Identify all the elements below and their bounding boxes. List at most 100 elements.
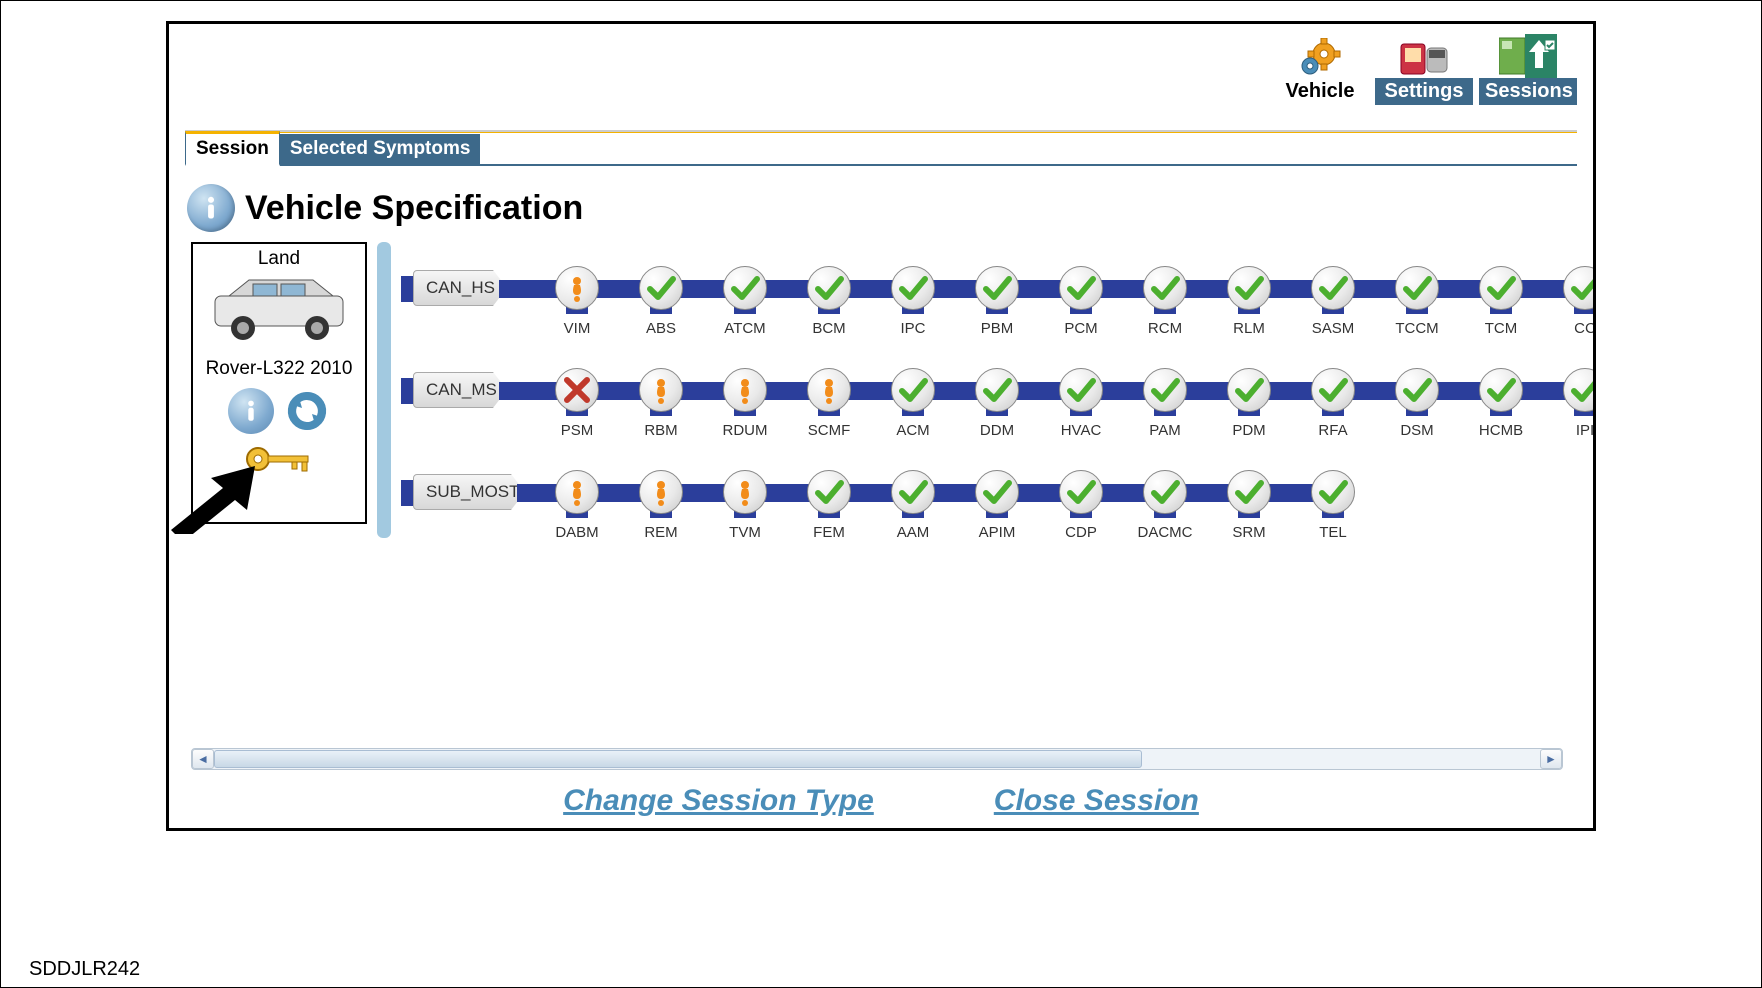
module-node[interactable]: PBM (955, 248, 1039, 337)
module-label: CDP (1039, 524, 1123, 541)
module-label: ATCM (703, 320, 787, 337)
module-node[interactable]: DACMC (1123, 452, 1207, 541)
module-label: AAM (871, 524, 955, 541)
module-node[interactable]: PDM (1207, 350, 1291, 439)
module-node[interactable]: TVM (703, 452, 787, 541)
gears-icon (1298, 34, 1342, 78)
module-node[interactable]: PSM (535, 350, 619, 439)
vehicle-info-button[interactable] (228, 388, 274, 434)
horizontal-scrollbar[interactable]: ◄ ► (191, 748, 1563, 770)
vehicle-refresh-button[interactable] (284, 388, 330, 434)
module-node[interactable]: DSM (1375, 350, 1459, 439)
bus-label[interactable]: CAN_MS (413, 372, 507, 408)
module-node[interactable]: APIM (955, 452, 1039, 541)
status-ok-icon (1227, 266, 1271, 310)
module-label: VIM (535, 320, 619, 337)
topnav-vehicle[interactable]: Vehicle (1271, 34, 1369, 105)
module-label: APIM (955, 524, 1039, 541)
topnav-vehicle-label: Vehicle (1271, 78, 1369, 105)
module-node[interactable]: REM (619, 452, 703, 541)
module-node[interactable]: IPC (871, 248, 955, 337)
module-label: HCMB (1459, 422, 1543, 439)
module-node[interactable]: TCM (1459, 248, 1543, 337)
module-node[interactable]: FEM (787, 452, 871, 541)
close-session-link[interactable]: Close Session (994, 784, 1199, 818)
change-session-type-link[interactable]: Change Session Type (563, 784, 874, 818)
status-warn-icon (555, 266, 599, 310)
module-label: PCM (1039, 320, 1123, 337)
module-node[interactable]: CDP (1039, 452, 1123, 541)
status-ok-icon (975, 368, 1019, 412)
subtabs: Session Selected Symptoms (185, 136, 1577, 166)
module-node[interactable]: ACM (871, 350, 955, 439)
module-label: FEM (787, 524, 871, 541)
status-ok-icon (1479, 266, 1523, 310)
module-node[interactable]: IPI (1543, 350, 1596, 439)
module-label: ABS (619, 320, 703, 337)
module-node[interactable]: RFA (1291, 350, 1375, 439)
bus-label[interactable]: CAN_HS (413, 270, 507, 306)
module-node[interactable]: RDUM (703, 350, 787, 439)
bus-diagram: CAN_HS VIM ABS ATCM BCM IPC PBM PCM RCM (401, 248, 1593, 554)
module-label: DSM (1375, 422, 1459, 439)
module-label: PDM (1207, 422, 1291, 439)
module-label: RBM (619, 422, 703, 439)
module-node[interactable]: SCMF (787, 350, 871, 439)
module-node[interactable]: TCCM (1375, 248, 1459, 337)
topnav-sessions[interactable]: Sessions (1479, 34, 1577, 105)
module-node[interactable]: AAM (871, 452, 955, 541)
scroll-right-button[interactable]: ► (1540, 749, 1562, 769)
module-node[interactable]: PCM (1039, 248, 1123, 337)
topnav-sessions-label: Sessions (1479, 78, 1577, 105)
status-ok-icon (1479, 368, 1523, 412)
topnav-settings[interactable]: Settings (1375, 34, 1473, 105)
module-node[interactable]: RCM (1123, 248, 1207, 337)
module-node[interactable]: DABM (535, 452, 619, 541)
module-node[interactable]: PAM (1123, 350, 1207, 439)
module-node[interactable]: ATCM (703, 248, 787, 337)
module-node[interactable]: DDM (955, 350, 1039, 439)
device-icon (1399, 34, 1449, 78)
module-node[interactable]: HCMB (1459, 350, 1543, 439)
module-node[interactable]: ABS (619, 248, 703, 337)
scroll-left-button[interactable]: ◄ (192, 749, 214, 769)
status-ok-icon (1395, 368, 1439, 412)
module-label: TCM (1459, 320, 1543, 337)
module-label: BCM (787, 320, 871, 337)
module-label: DABM (535, 524, 619, 541)
module-node[interactable]: TEL (1291, 452, 1375, 541)
scroll-thumb[interactable] (214, 750, 1142, 768)
module-node[interactable]: RLM (1207, 248, 1291, 337)
module-node[interactable]: SASM (1291, 248, 1375, 337)
status-ok-icon (1143, 266, 1187, 310)
bus-row: CAN_MS PSM RBM RDUM SCMF ACM DDM HVAC PA (401, 350, 1593, 450)
module-node[interactable]: SRM (1207, 452, 1291, 541)
status-ok-icon (1395, 266, 1439, 310)
status-ok-icon (807, 266, 851, 310)
status-ok-icon (1227, 368, 1271, 412)
subtab-selected-symptoms[interactable]: Selected Symptoms (280, 134, 481, 164)
module-label: IPI (1543, 422, 1596, 439)
status-ok-icon (975, 470, 1019, 514)
bus-label[interactable]: SUB_MOST (413, 474, 525, 510)
status-warn-icon (639, 368, 683, 412)
subtab-session[interactable]: Session (185, 131, 280, 166)
module-node[interactable]: BCM (787, 248, 871, 337)
module-label: RFA (1291, 422, 1375, 439)
status-warn-icon (723, 470, 767, 514)
top-nav: Vehicle Settings (1271, 34, 1577, 105)
module-label: IPC (871, 320, 955, 337)
module-label: TCCM (1375, 320, 1459, 337)
module-label: PSM (535, 422, 619, 439)
module-label: DACMC (1123, 524, 1207, 541)
module-label: RCM (1123, 320, 1207, 337)
module-label: DDM (955, 422, 1039, 439)
module-node[interactable]: RBM (619, 350, 703, 439)
module-node[interactable]: VIM (535, 248, 619, 337)
module-node[interactable]: CC (1543, 248, 1596, 337)
module-label: SCMF (787, 422, 871, 439)
scroll-track[interactable] (214, 749, 1540, 769)
module-label: HVAC (1039, 422, 1123, 439)
module-node[interactable]: HVAC (1039, 350, 1123, 439)
module-label: REM (619, 524, 703, 541)
